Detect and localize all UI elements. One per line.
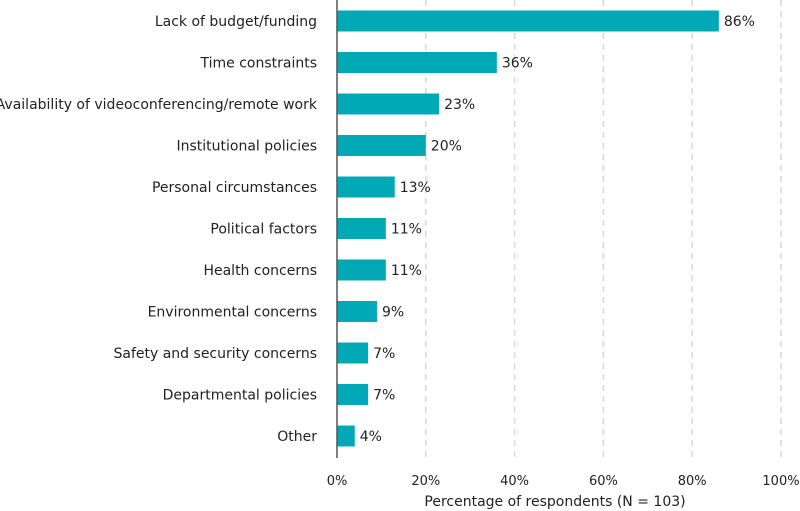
x-tick-label: 100% [762,474,799,489]
category-label: Lack of budget/funding [155,14,317,30]
bar [337,425,355,447]
value-label: 4% [360,429,382,445]
bar [337,384,369,405]
category-label: Health concerns [203,263,317,279]
x-axis-ticks: 0% 20% 40% 60% 80% 100% [327,474,800,489]
value-label: 13% [400,180,431,196]
value-label: 9% [382,305,404,321]
bar [337,259,386,281]
category-labels: Lack of budget/funding Time constraints Av… [0,14,318,445]
bar [337,135,426,156]
bar [337,342,369,364]
bar [337,10,719,32]
value-label: 86% [724,14,755,30]
value-labels: 86% 36% 23% 20% 13% 11% 11% 9% 7% 7% 4% [360,14,755,445]
bar [337,52,497,73]
category-label: Political factors [210,222,317,238]
value-label: 11% [391,263,422,279]
category-label: Institutional policies [177,139,318,155]
x-tick-label: 80% [678,474,707,489]
category-label: Departmental policies [163,388,317,404]
category-label: Time constraints [199,56,317,72]
bar [337,218,386,239]
x-tick-label: 60% [589,474,618,489]
category-label: Environmental concerns [148,305,317,321]
x-tick-label: 20% [411,474,440,489]
category-label: Other [277,429,317,445]
value-label: 23% [444,97,475,113]
category-label: Availability of videoconferencing/remote… [0,97,318,113]
bars [337,10,719,447]
value-label: 20% [431,139,462,155]
value-label: 11% [391,222,422,238]
x-tick-label: 0% [327,474,348,489]
bar [337,93,440,115]
x-axis-title: Percentage of respondents (N = 103) [424,494,685,510]
x-tick-label: 40% [500,474,529,489]
category-label: Personal circumstances [152,180,317,196]
value-label: 36% [502,56,533,72]
value-label: 7% [373,346,395,362]
bar [337,176,395,198]
value-label: 7% [373,388,395,404]
category-label: Safety and security concerns [114,346,318,362]
bar [337,301,377,322]
